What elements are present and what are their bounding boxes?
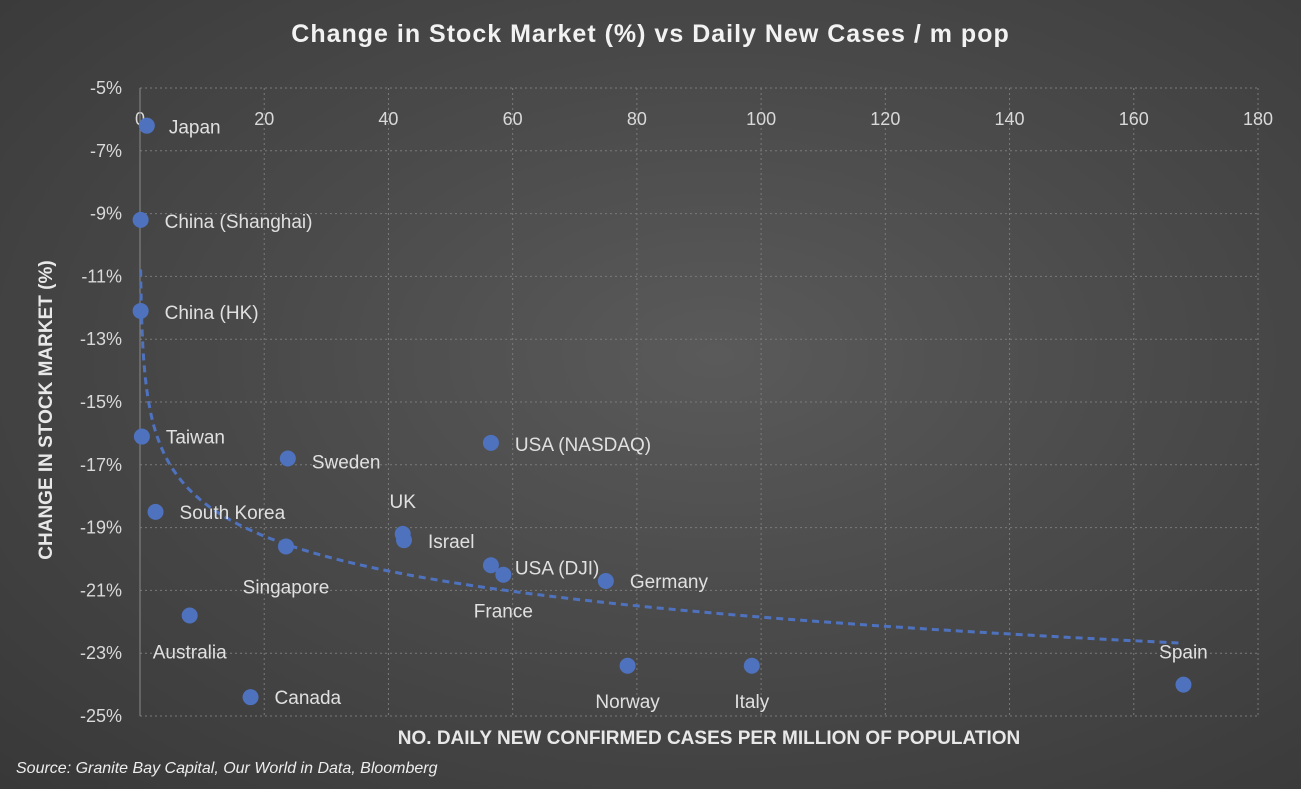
data-label: South Korea bbox=[180, 503, 286, 524]
x-tick-label: 20 bbox=[254, 109, 274, 129]
data-point bbox=[138, 117, 155, 134]
x-axis-title: NO. DAILY NEW CONFIRMED CASES PER MILLIO… bbox=[398, 728, 1020, 749]
data-label: Spain bbox=[1159, 643, 1208, 664]
data-label: China (Shanghai) bbox=[165, 212, 313, 233]
data-point bbox=[279, 450, 296, 467]
data-point bbox=[619, 657, 636, 674]
data-label: Taiwan bbox=[166, 428, 225, 449]
y-tick-label: -17% bbox=[80, 455, 122, 475]
data-label: Sweden bbox=[312, 453, 381, 474]
y-tick-label: -23% bbox=[80, 643, 122, 663]
data-point bbox=[181, 607, 198, 624]
data-label: UK bbox=[390, 492, 417, 513]
x-tick-label: 140 bbox=[995, 109, 1025, 129]
data-point bbox=[495, 566, 512, 583]
y-tick-label: -21% bbox=[80, 580, 122, 600]
data-point bbox=[597, 572, 614, 589]
data-label: Australia bbox=[153, 643, 227, 664]
x-tick-label: 100 bbox=[746, 109, 776, 129]
data-label: USA (DJI) bbox=[515, 558, 599, 579]
y-tick-label: -19% bbox=[80, 518, 122, 538]
x-tick-label: 120 bbox=[870, 109, 900, 129]
data-point bbox=[147, 503, 164, 520]
data-point bbox=[133, 428, 150, 445]
data-label: Japan bbox=[169, 118, 221, 139]
data-label: France bbox=[474, 602, 533, 623]
y-tick-label: -15% bbox=[80, 392, 122, 412]
data-label: Germany bbox=[630, 572, 709, 593]
data-point bbox=[482, 434, 499, 451]
y-tick-label: -11% bbox=[81, 266, 122, 286]
data-point bbox=[277, 538, 294, 555]
data-label: Italy bbox=[734, 692, 769, 713]
y-tick-label: -9% bbox=[90, 204, 122, 224]
x-tick-label: 80 bbox=[627, 109, 647, 129]
data-point bbox=[1175, 676, 1192, 693]
data-label: Israel bbox=[428, 532, 474, 553]
trendline bbox=[139, 269, 1184, 645]
data-point bbox=[395, 532, 412, 549]
source-note: Source: Granite Bay Capital, Our World i… bbox=[16, 760, 438, 777]
data-point bbox=[242, 689, 259, 706]
data-label: China (HK) bbox=[165, 303, 259, 324]
x-tick-label: 180 bbox=[1243, 109, 1273, 129]
x-tick-label: 40 bbox=[378, 109, 398, 129]
y-axis-title: CHANGE IN STOCK MARKET (%) bbox=[36, 260, 57, 559]
x-tick-label: 60 bbox=[503, 109, 523, 129]
x-tick-label: 160 bbox=[1119, 109, 1149, 129]
data-label: Canada bbox=[275, 688, 342, 709]
data-point bbox=[132, 302, 149, 319]
data-point bbox=[743, 657, 760, 674]
data-label: Singapore bbox=[243, 577, 330, 598]
y-tick-label: -13% bbox=[80, 329, 122, 349]
y-tick-label: -7% bbox=[90, 141, 122, 161]
chart-title: Change in Stock Market (%) vs Daily New … bbox=[291, 20, 1010, 48]
data-point bbox=[132, 211, 149, 228]
y-tick-label: -25% bbox=[80, 706, 122, 726]
data-label: Norway bbox=[595, 692, 660, 713]
data-label: USA (NASDAQ) bbox=[515, 435, 651, 456]
y-tick-label: -5% bbox=[90, 78, 122, 98]
data-point bbox=[482, 557, 499, 574]
